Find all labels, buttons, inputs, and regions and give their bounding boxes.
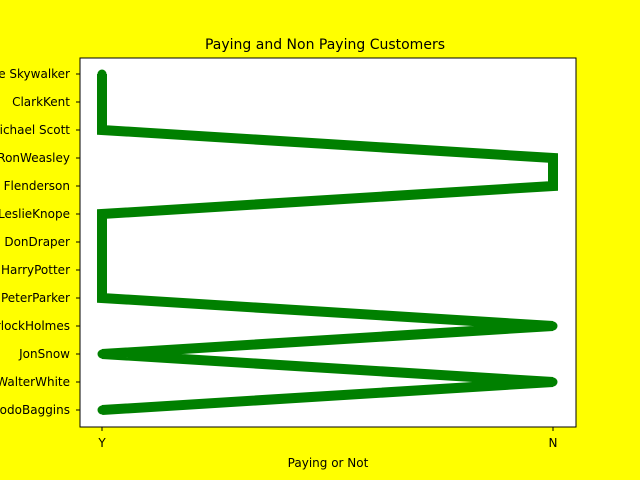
- y-tick-label: FrodoBaggins: [0, 403, 70, 417]
- data-point: [97, 69, 107, 79]
- y-tick-label: LeslieKnope: [0, 207, 70, 221]
- data-point: [548, 153, 558, 163]
- y-tick-label: HarryPotter: [1, 263, 70, 277]
- y-tick-label: SherlockHolmes: [0, 319, 70, 333]
- data-point: [97, 349, 107, 359]
- y-tick-label: Toby Flenderson: [0, 179, 70, 193]
- data-point: [97, 293, 107, 303]
- series-layer: [97, 69, 558, 415]
- y-tick-label: PeterParker: [1, 291, 70, 305]
- y-tick-label: RonWeasley: [0, 151, 70, 165]
- data-point: [548, 181, 558, 191]
- data-point: [97, 125, 107, 135]
- y-tick-label: Luke Skywalker: [0, 67, 70, 81]
- data-point: [97, 237, 107, 247]
- data-point: [97, 209, 107, 219]
- x-axis-label: Paying or Not: [288, 456, 369, 470]
- chart-title: Paying and Non Paying Customers: [205, 37, 445, 53]
- x-tick-label: Y: [97, 436, 106, 450]
- y-tick-label: ClarkKent: [12, 95, 70, 109]
- y-tick-label: Michael Scott: [0, 123, 70, 137]
- data-point: [548, 321, 558, 331]
- data-point: [548, 377, 558, 387]
- x-tick-label: N: [549, 436, 558, 450]
- y-tick-label: JonSnow: [18, 347, 70, 361]
- y-tick-label: WalterWhite: [0, 375, 70, 389]
- y-tick-label: DonDraper: [4, 235, 70, 249]
- y-axis: FrodoBaggins WalterWhite JonSnow SherlockHo…: [0, 67, 80, 417]
- data-point: [97, 97, 107, 107]
- data-point: [97, 405, 107, 415]
- data-point: [97, 265, 107, 275]
